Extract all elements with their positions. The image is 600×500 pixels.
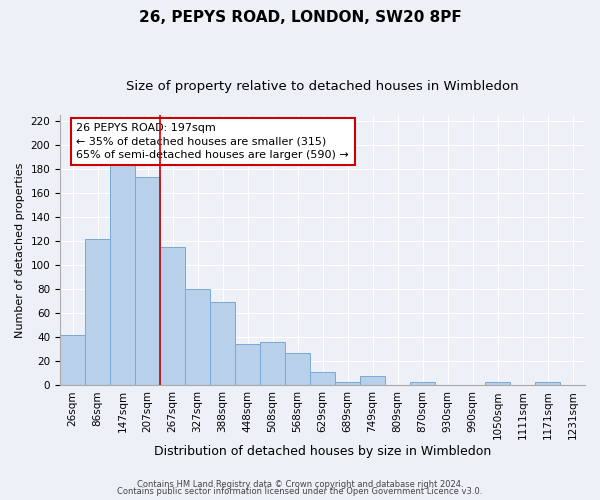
Title: Size of property relative to detached houses in Wimbledon: Size of property relative to detached ho… [126,80,519,93]
Bar [360,376,385,386]
Bar [160,247,185,386]
Bar [260,342,285,386]
Text: 26 PEPYS ROAD: 197sqm
← 35% of detached houses are smaller (315)
65% of semi-det: 26 PEPYS ROAD: 197sqm ← 35% of detached … [76,124,349,160]
Bar [310,372,335,386]
X-axis label: Distribution of detached houses by size in Wimbledon: Distribution of detached houses by size … [154,444,491,458]
Bar [210,302,235,386]
Bar [285,353,310,386]
Bar [335,382,360,386]
Bar [60,335,85,386]
Bar [235,344,260,386]
Bar [485,382,510,386]
Bar [185,289,210,386]
Bar [135,178,160,386]
Text: Contains public sector information licensed under the Open Government Licence v3: Contains public sector information licen… [118,487,482,496]
Bar [535,382,560,386]
Text: 26, PEPYS ROAD, LONDON, SW20 8PF: 26, PEPYS ROAD, LONDON, SW20 8PF [139,10,461,25]
Bar [85,239,110,386]
Y-axis label: Number of detached properties: Number of detached properties [15,162,25,338]
Bar [410,382,435,386]
Text: Contains HM Land Registry data © Crown copyright and database right 2024.: Contains HM Land Registry data © Crown c… [137,480,463,489]
Bar [110,164,135,386]
